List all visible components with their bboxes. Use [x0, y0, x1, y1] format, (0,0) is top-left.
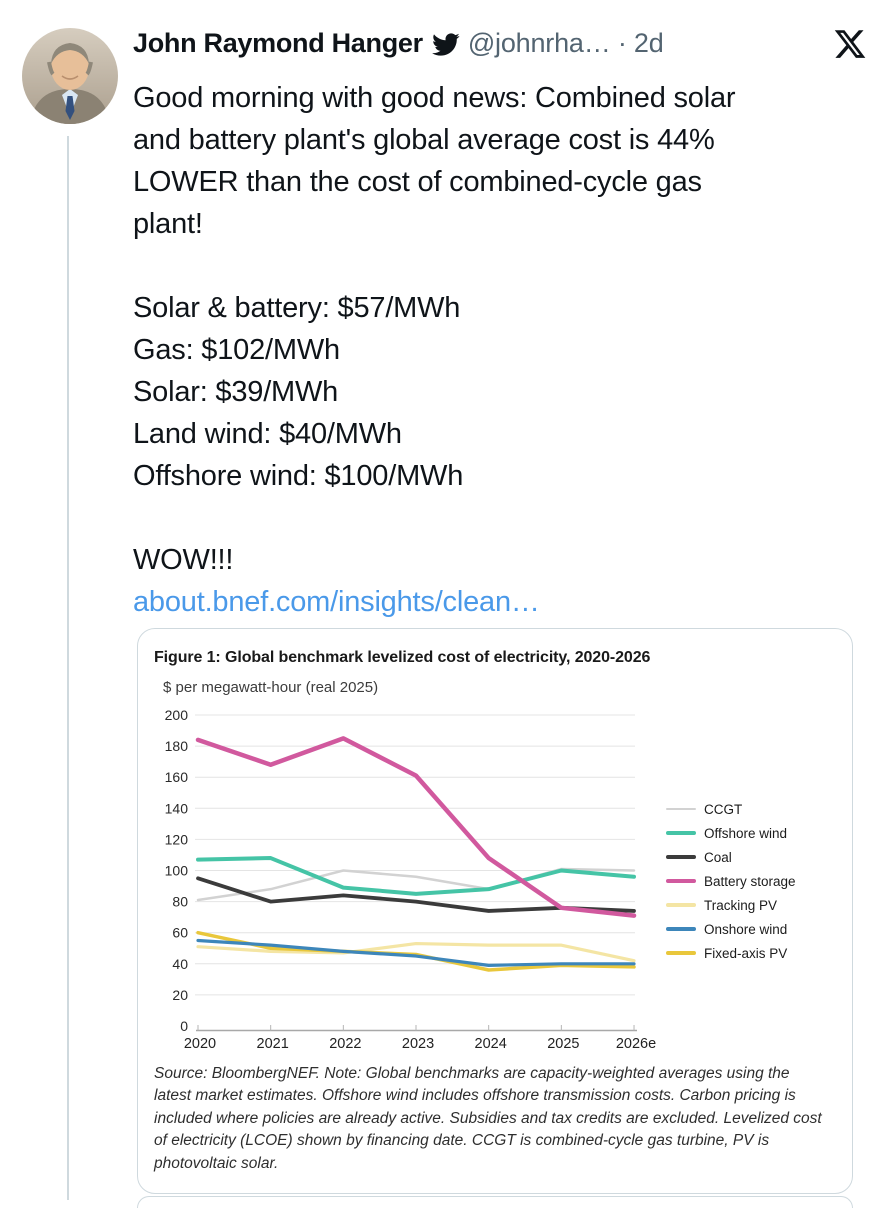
legend-item: CCGT — [666, 797, 796, 821]
svg-text:180: 180 — [165, 738, 189, 754]
svg-text:0: 0 — [180, 1018, 188, 1034]
chart-title: Figure 1: Global benchmark levelized cos… — [154, 649, 651, 666]
twitter-bird-icon — [431, 33, 460, 56]
avatar-portrait-icon — [22, 28, 118, 124]
legend-swatch — [666, 927, 696, 931]
svg-text:160: 160 — [165, 769, 189, 785]
legend-swatch — [666, 951, 696, 955]
chart-media-card[interactable]: Figure 1: Global benchmark levelized cos… — [137, 628, 853, 1194]
legend-label: Fixed-axis PV — [704, 945, 788, 961]
svg-text:2022: 2022 — [329, 1036, 361, 1052]
svg-text:2023: 2023 — [402, 1036, 434, 1052]
legend-swatch — [666, 831, 696, 835]
svg-text:2025: 2025 — [547, 1036, 579, 1052]
svg-text:20: 20 — [172, 987, 188, 1003]
svg-text:140: 140 — [165, 800, 189, 816]
legend-item: Onshore wind — [666, 917, 796, 941]
legend-label: Onshore wind — [704, 921, 788, 937]
chart-source-note: Source: BloombergNEF. Note: Global bench… — [154, 1065, 822, 1172]
display-name[interactable]: John Raymond Hanger — [133, 27, 423, 58]
svg-text:2026e: 2026e — [616, 1036, 656, 1052]
next-media-card-edge[interactable] — [137, 1196, 853, 1208]
svg-text:120: 120 — [165, 831, 189, 847]
svg-text:2021: 2021 — [257, 1036, 289, 1052]
avatar[interactable] — [22, 28, 118, 124]
svg-text:2020: 2020 — [184, 1036, 216, 1052]
legend-item: Battery storage — [666, 869, 796, 893]
chart-y-axis-units-label: $ per megawatt-hour (real 2025) — [163, 679, 379, 696]
thread-line — [67, 136, 69, 1200]
legend-swatch — [666, 807, 696, 811]
legend-label: Battery storage — [704, 873, 796, 889]
legend-label: Tracking PV — [704, 897, 778, 913]
legend-item: Coal — [666, 845, 796, 869]
svg-text:2024: 2024 — [475, 1036, 507, 1052]
legend-label: Offshore wind — [704, 825, 788, 841]
handle-and-timestamp[interactable]: @johnrha… · 2d — [467, 27, 664, 58]
tweet-link[interactable]: about.bnef.com/insights/clean… — [133, 586, 540, 618]
svg-text:40: 40 — [172, 956, 188, 972]
legend-item: Offshore wind — [666, 821, 796, 845]
legend-swatch — [666, 855, 696, 859]
legend-label: CCGT — [704, 801, 743, 817]
svg-text:200: 200 — [165, 707, 189, 723]
svg-text:60: 60 — [172, 925, 188, 941]
legend-swatch — [666, 879, 696, 883]
svg-text:80: 80 — [172, 894, 188, 910]
tweet-header: John Raymond Hanger @johnrha… · 2d — [133, 27, 664, 59]
legend-item: Tracking PV — [666, 893, 796, 917]
lcoe-chart-svg: 0 20 40 60 80 100 120 140 160 180 200 2020 2021 2022 2… — [165, 707, 657, 1052]
legend-swatch — [666, 903, 696, 907]
x-logo-icon[interactable] — [833, 27, 867, 61]
tweet-body-text: Good morning with good news: Combined so… — [133, 82, 736, 576]
legend-label: Coal — [704, 849, 732, 865]
legend-item: Fixed-axis PV — [666, 941, 796, 965]
chart-legend: CCGT Offshore wind Coal Battery storage Trac… — [666, 797, 796, 965]
svg-text:100: 100 — [165, 863, 189, 879]
